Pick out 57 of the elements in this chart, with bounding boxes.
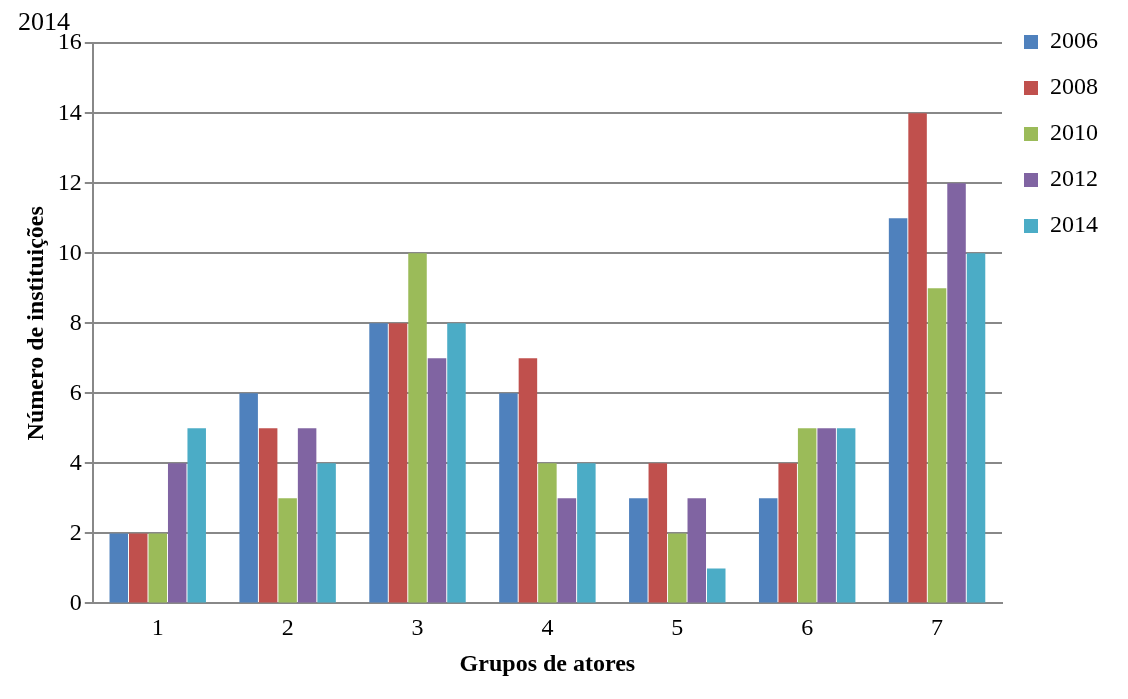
legend-label: 2010 (1050, 119, 1098, 146)
bar (888, 218, 908, 603)
bar (129, 533, 148, 603)
y-tick-label: 0 (69, 588, 82, 615)
bar (499, 393, 518, 603)
bar (966, 253, 986, 603)
y-tick-label: 2 (69, 518, 82, 545)
bar (109, 533, 129, 603)
bar (317, 463, 336, 603)
x-tick-label: 7 (931, 614, 944, 641)
bar (187, 428, 206, 603)
bar (687, 498, 707, 603)
bar (836, 428, 856, 603)
bar (148, 533, 167, 603)
y-tick-label: 10 (57, 238, 82, 265)
bar (557, 498, 577, 603)
x-tick-label: 2 (281, 614, 294, 641)
bar (297, 428, 317, 603)
x-tick-label: 3 (411, 614, 424, 641)
legend-label: 2012 (1050, 165, 1098, 192)
bar (167, 463, 187, 603)
bar (797, 428, 817, 603)
bar (369, 323, 388, 603)
bar (707, 568, 726, 603)
bar (629, 498, 648, 603)
bar (908, 113, 927, 603)
bar (577, 463, 596, 603)
legend-label: 2006 (1050, 27, 1098, 54)
y-tick-label: 4 (69, 448, 82, 475)
y-tick-label: 14 (57, 98, 82, 125)
bar (927, 288, 947, 603)
bar (239, 393, 258, 603)
legend-label: 2008 (1050, 73, 1098, 100)
y-axis-title: Número de instituições (21, 206, 48, 441)
bar (778, 463, 797, 603)
x-tick-label: 1 (151, 614, 164, 641)
bar (388, 323, 408, 603)
bar (278, 498, 297, 603)
bar (538, 463, 557, 603)
bar (447, 323, 466, 603)
x-tick-label: 5 (671, 614, 684, 641)
x-axis-title: Grupos de atores (459, 649, 636, 676)
bar (947, 183, 966, 603)
bar (817, 428, 836, 603)
bar (758, 498, 778, 603)
y-tick-label: 6 (69, 378, 82, 405)
bar (518, 358, 538, 603)
bar (668, 533, 687, 603)
bar (427, 358, 447, 603)
y-tick-label: 12 (57, 168, 82, 195)
bar (648, 463, 668, 603)
bar (408, 253, 427, 603)
bar (258, 428, 278, 603)
legend-label: 2014 (1050, 211, 1098, 238)
y-tick-label: 8 (69, 308, 82, 335)
x-tick-label: 6 (801, 614, 814, 641)
x-tick-label: 4 (541, 614, 554, 641)
